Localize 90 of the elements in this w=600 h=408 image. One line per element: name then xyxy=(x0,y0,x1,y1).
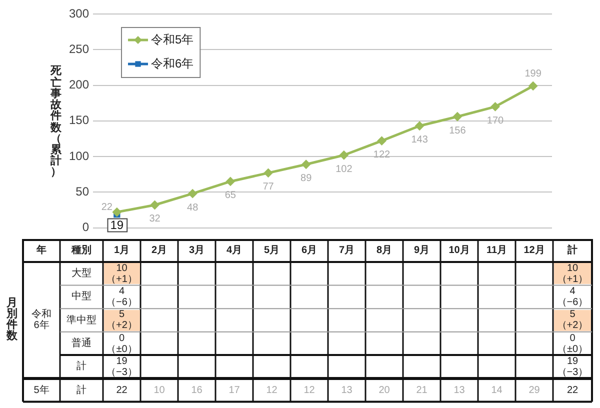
data-label: 13 xyxy=(454,384,465,396)
data-label: 5 xyxy=(118,309,125,320)
data-label: 10 xyxy=(566,262,578,274)
data-label: 13 xyxy=(341,384,352,396)
point xyxy=(188,189,198,198)
point xyxy=(339,150,348,160)
x-tick-label: 9月 xyxy=(414,245,430,256)
y-tick-label: 大型 xyxy=(72,268,92,280)
x-tick-label: 8月 xyxy=(376,245,392,256)
point xyxy=(112,208,122,217)
data-label: 0 xyxy=(570,332,576,344)
annotation: （+2） xyxy=(106,320,138,332)
legend-label: 令和5年 xyxy=(151,32,194,46)
data-label: 17 xyxy=(228,384,240,396)
x-tick-label: 3月 xyxy=(188,245,205,256)
y-tick-label: 普通 xyxy=(72,338,92,350)
annotation: （+2） xyxy=(556,320,588,332)
data-label: 12 xyxy=(266,384,278,396)
y-tick-label: 300 xyxy=(68,6,90,20)
y-tick-label: 計 xyxy=(76,361,86,372)
point xyxy=(150,200,160,210)
data-label: 5 xyxy=(570,309,576,320)
point xyxy=(264,168,273,178)
data-label: 19 xyxy=(110,218,124,232)
point xyxy=(302,160,311,169)
annotation: （±0） xyxy=(556,344,588,355)
annotation: （−6） xyxy=(106,296,138,308)
annotation: （−3） xyxy=(106,366,138,378)
data-label: 19 xyxy=(566,356,578,367)
y-tick-label: 150 xyxy=(68,113,90,128)
data-label: 20 xyxy=(378,384,390,396)
y-tick-label: 準中型 xyxy=(66,314,96,326)
x-tick-label: 計 xyxy=(568,245,578,256)
data-label: 156 xyxy=(449,125,466,136)
y-tick-label: 中型 xyxy=(72,291,92,302)
text: 月別件数 xyxy=(6,296,18,343)
legend-label: 令和6年 xyxy=(151,56,194,70)
data-label: 65 xyxy=(224,190,236,202)
point xyxy=(528,81,538,90)
x-tick-label: 6月 xyxy=(301,245,318,256)
annotation: （+1） xyxy=(106,274,138,285)
data-label: 21 xyxy=(416,384,428,396)
point xyxy=(415,121,424,130)
data-label: 12 xyxy=(304,384,315,396)
point xyxy=(452,112,462,122)
annotation: （−3） xyxy=(556,366,588,378)
text: 死亡事故件数（累計） xyxy=(50,65,62,178)
y2-tick-label: 5年 xyxy=(34,384,50,396)
data-label: 16 xyxy=(191,384,202,396)
y-axis-title: 種別 xyxy=(72,245,92,256)
data-label: 199 xyxy=(524,68,542,80)
y2-tick-label: 令和 6年 xyxy=(32,309,52,332)
x-tick-label: 11月 xyxy=(486,245,508,256)
data-label: 19 xyxy=(116,356,128,367)
data-label: 22 xyxy=(566,384,578,396)
x-tick-label: 7月 xyxy=(338,245,355,256)
point xyxy=(226,176,235,186)
y-tick-label: 250 xyxy=(68,42,90,56)
y-tick-label: 100 xyxy=(68,148,90,163)
y-tick-label: 計 xyxy=(76,384,86,396)
data-label: 4 xyxy=(118,286,125,297)
x-tick-label: 10月 xyxy=(448,245,470,256)
annotation: （−6） xyxy=(556,296,588,308)
data-label: 0 xyxy=(118,332,125,344)
y2-axis-title: 年 xyxy=(36,245,46,256)
data-label: 77 xyxy=(262,182,274,193)
data-label: 22 xyxy=(116,384,128,396)
data-label: 32 xyxy=(149,214,161,225)
data-label: 22 xyxy=(101,202,113,213)
data-label: 14 xyxy=(491,384,502,396)
data-label: 10 xyxy=(116,262,128,274)
point xyxy=(377,136,386,146)
annotation: （+1） xyxy=(556,274,588,285)
data-label: 143 xyxy=(411,134,428,146)
data-label: 4 xyxy=(570,286,576,297)
y-tick-label: 200 xyxy=(68,78,90,92)
data-label: 29 xyxy=(528,384,540,396)
data-label: 89 xyxy=(300,173,312,184)
data-label: 102 xyxy=(336,164,353,175)
x-tick-label: 12月 xyxy=(524,245,545,256)
x-tick-label: 5月 xyxy=(264,245,280,256)
data-label: 48 xyxy=(187,202,199,214)
point xyxy=(490,102,500,112)
y-tick-label: 50 xyxy=(76,184,90,198)
data-label: 10 xyxy=(154,384,165,396)
x-tick-label: 4月 xyxy=(226,245,242,256)
annotation: （±0） xyxy=(106,344,138,355)
y-tick-label: 0 xyxy=(82,220,90,234)
x-tick-label: 2月 xyxy=(151,245,168,256)
x-tick-label: 1月 xyxy=(114,245,130,256)
